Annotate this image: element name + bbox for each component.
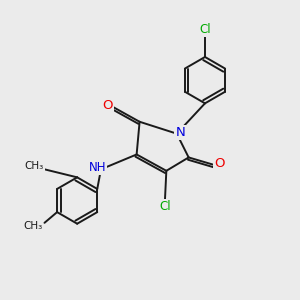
Text: O: O xyxy=(102,99,113,112)
Text: CH₃: CH₃ xyxy=(23,221,42,231)
Text: N: N xyxy=(176,126,185,139)
Text: Cl: Cl xyxy=(159,200,171,213)
Text: Cl: Cl xyxy=(199,23,211,36)
Text: NH: NH xyxy=(88,161,106,174)
Text: O: O xyxy=(214,157,224,170)
Text: CH₃: CH₃ xyxy=(25,161,44,171)
